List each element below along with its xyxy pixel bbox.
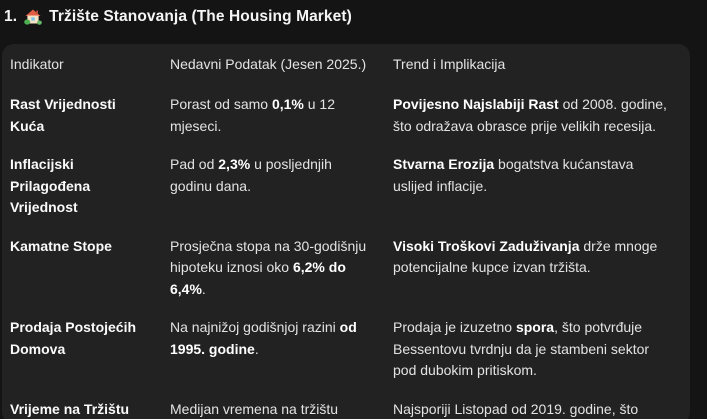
table-row: Inflacijski Prilagođena Vrijednost Pad od… <box>2 146 690 228</box>
cell-trend-implication: Povijesno Najslabiji Rast od 2008. godin… <box>385 86 690 146</box>
cell-indicator: Prodaja Postojećih Domova <box>10 319 137 357</box>
section-title: 1. Tržište Stanovanja (The Housing Marke… <box>0 0 707 26</box>
text-segment: . <box>201 280 206 297</box>
table-row: Rast Vrijednosti Kuća Porast od samo 0,1%… <box>2 86 690 146</box>
text-segment: Najsporiji Listopad od 2019. godine, što… <box>393 400 639 417</box>
cell-trend-implication: Najsporiji Listopad od 2019. godine, što… <box>385 390 690 419</box>
cell-recent-data: Medijan vremena na tržištu iznosi 48 dan… <box>162 390 385 419</box>
cell-trend-implication: Prodaja je izuzetno spora, što potvrđuje… <box>385 309 690 391</box>
cell-trend-implication: Stvarna Erozija bogatstva kućanstava usl… <box>385 146 690 228</box>
bold-text-segment: 0,1% <box>271 96 304 112</box>
cell-recent-data: Porast od samo 0,1% u 12 mjeseci. <box>162 86 385 146</box>
text-segment: . <box>254 340 259 357</box>
bold-text-segment: spora <box>515 319 555 335</box>
text-segment: , što potvrđuje Bessentovu tvrdnju da je… <box>393 319 650 378</box>
bold-text-segment: 2,3% <box>218 156 251 172</box>
text-segment: Pad od <box>170 156 219 172</box>
bold-text-segment: 6,2% do 6,4% <box>170 259 346 297</box>
text-segment: Na najnižoj godišnjoj razini <box>170 319 340 335</box>
housing-market-table: Indikator Nedavni Podatak (Jesen 2025.) … <box>2 44 690 419</box>
section-number: 1. <box>4 8 18 25</box>
table-row: Kamatne Stope Prosječna stopa na 30-godiš… <box>2 227 690 309</box>
bold-text-segment: Povijesno Najslabiji Rast <box>393 96 559 112</box>
bold-text-segment: Visoki Troškovi Zaduživanja <box>393 237 580 254</box>
cell-indicator: Vrijeme na Tržištu <box>10 400 130 417</box>
bold-text-segment: Stvarna Erozija <box>393 156 495 172</box>
text-segment: Porast od samo <box>170 96 272 112</box>
bold-text-segment: od 1995. godine <box>170 319 357 357</box>
section-title-text: Tržište Stanovanja (The Housing Market) <box>49 8 352 25</box>
cell-indicator: Kamatne Stope <box>10 237 112 254</box>
text-segment: u posljednjih godinu dana. <box>170 156 332 194</box>
text-segment: Medijan vremena na tržištu iznosi <box>170 400 339 417</box>
cell-recent-data: Prosječna stopa na 30-godišnju hipoteku … <box>162 227 385 309</box>
cell-recent-data: Pad od 2,3% u posljednjih godinu dana. <box>162 146 385 228</box>
cell-indicator: Inflacijski Prilagođena Vrijednost <box>10 156 91 215</box>
table-header-row: Indikator Nedavni Podatak (Jesen 2025.) … <box>2 44 690 86</box>
table-body: Rast Vrijednosti Kuća Porast od samo 0,1%… <box>2 86 690 419</box>
cell-indicator: Rast Vrijednosti Kuća <box>10 96 116 134</box>
text-segment: drže mnoge potencijalne kupce izvan trži… <box>393 237 658 276</box>
header-recent-data: Nedavni Podatak (Jesen 2025.) <box>170 56 367 72</box>
text-segment: u 12 mjeseci. <box>170 96 335 134</box>
text-segment: bogatstva kućanstava uslijed inflacije. <box>393 156 634 194</box>
table-row: Prodaja Postojećih Domova Na najnižoj god… <box>2 309 690 391</box>
text-segment: Prodaja je izuzetno <box>393 319 516 335</box>
table-row: Vrijeme na Tržištu Medijan vremena na trž… <box>2 390 690 419</box>
header-indicator: Indikator <box>10 56 64 72</box>
text-segment: Prosječna stopa na 30-godišnju hipoteku … <box>170 237 367 276</box>
cell-trend-implication: Visoki Troškovi Zaduživanja drže mnoge p… <box>385 227 690 309</box>
house-with-garden-icon <box>24 8 42 26</box>
header-trend: Trend i Implikacija <box>393 56 506 72</box>
cell-recent-data: Na najnižoj godišnjoj razini od 1995. go… <box>162 309 385 391</box>
text-segment: od 2008. godine, što odražava obrasce pr… <box>393 96 667 134</box>
